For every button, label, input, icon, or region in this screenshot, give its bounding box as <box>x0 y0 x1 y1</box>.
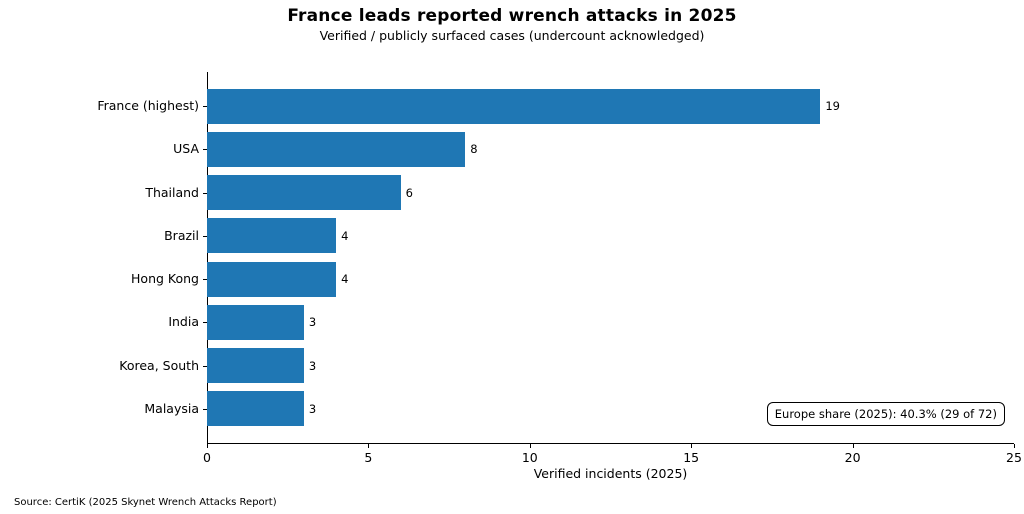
y-tick-label: USA <box>173 141 199 157</box>
bar <box>207 391 304 427</box>
europe-share-annotation: Europe share (2025): 40.3% (29 of 72) <box>766 402 1005 426</box>
y-tick-mark <box>203 322 207 324</box>
bar-value-label: 8 <box>470 142 478 157</box>
bar-value-label: 6 <box>405 185 413 200</box>
y-tick-label: Korea, South <box>119 357 199 373</box>
source-note: Source: CertiK (2025 Skynet Wrench Attac… <box>14 497 277 508</box>
chart-subtitle: Verified / publicly surfaced cases (unde… <box>319 28 705 43</box>
bar-value-label: 4 <box>341 272 349 287</box>
bar <box>207 131 466 167</box>
x-axis-spine <box>207 443 1014 444</box>
x-tick-mark <box>207 444 208 448</box>
bar <box>207 348 304 384</box>
bar <box>207 304 304 340</box>
bar-value-label: 3 <box>308 401 317 416</box>
bar <box>207 88 821 124</box>
y-tick-label: India <box>168 314 199 330</box>
bar <box>207 175 401 211</box>
x-tick-label: 20 <box>844 450 861 465</box>
y-tick-mark <box>203 279 207 281</box>
y-tick-mark <box>203 192 207 194</box>
bar <box>207 261 337 297</box>
x-tick-mark <box>529 444 531 448</box>
bar-value-label: 19 <box>825 99 840 114</box>
x-tick-label: 10 <box>521 450 538 465</box>
y-tick-mark <box>203 235 207 237</box>
y-tick-label: Malaysia <box>144 400 199 416</box>
x-tick-mark <box>368 444 370 448</box>
x-axis-label: Verified incidents (2025) <box>533 466 688 481</box>
y-tick-label: Thailand <box>145 184 199 200</box>
y-tick-mark <box>203 365 207 367</box>
bar-value-label: 3 <box>308 358 317 373</box>
bar <box>207 218 337 254</box>
y-axis-spine <box>207 72 208 443</box>
x-tick-label: 0 <box>203 450 211 465</box>
y-tick-mark <box>203 408 207 410</box>
y-tick-label: France (highest) <box>97 98 199 114</box>
bar-value-label: 4 <box>341 228 349 243</box>
x-tick-mark <box>691 444 693 448</box>
bar-value-label: 3 <box>308 315 317 330</box>
y-tick-label: Hong Kong <box>131 271 199 287</box>
x-tick-label: 25 <box>1006 450 1022 465</box>
x-tick-mark <box>852 444 854 448</box>
x-tick-label: 5 <box>364 450 373 465</box>
y-tick-label: Brazil <box>164 227 199 243</box>
chart-title: France leads reported wrench attacks in … <box>287 6 737 26</box>
y-tick-mark <box>203 149 207 151</box>
x-tick-label: 15 <box>683 450 700 465</box>
x-tick-mark <box>1014 444 1015 448</box>
y-tick-mark <box>203 106 207 108</box>
